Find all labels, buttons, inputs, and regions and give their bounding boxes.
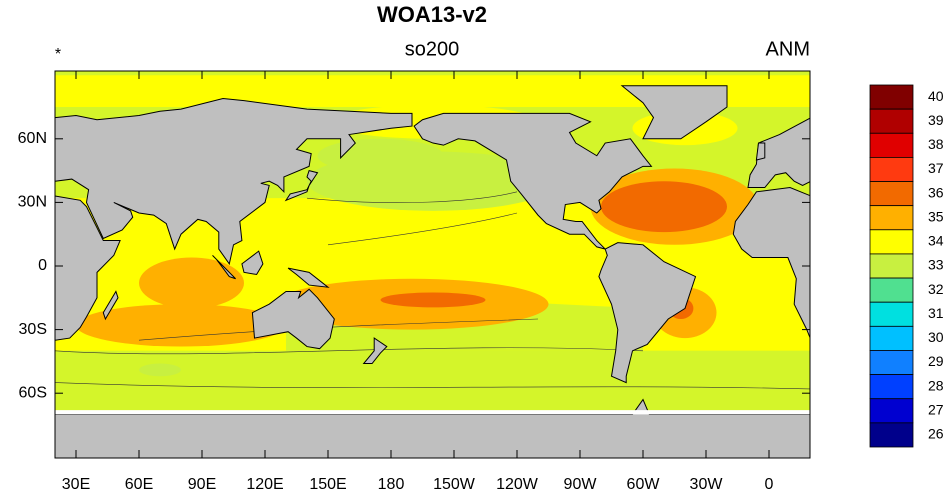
map-content <box>55 75 810 458</box>
axis-labels: 60N 30N 0 30S 60S 30E 60E 90E 120E 150E 180 150W 120… <box>18 71 810 492</box>
colorbar-label: 32 <box>928 281 944 297</box>
colorbar-box <box>869 277 914 303</box>
colorbar-box <box>869 205 914 231</box>
lat-label: 60N <box>18 130 47 147</box>
lat-label: 30S <box>19 321 47 338</box>
colorbar-label: 38 <box>928 136 944 152</box>
colorbar-box <box>869 156 914 182</box>
colorbar-box <box>869 374 914 400</box>
colorbar-box <box>869 181 914 207</box>
lon-label: 90E <box>188 476 216 492</box>
colorbar-label: 26 <box>928 426 944 442</box>
lon-label: 120W <box>496 476 539 492</box>
lon-label: 90W <box>564 476 598 492</box>
lon-label: 30W <box>690 476 724 492</box>
colorbar-label: 30 <box>928 329 944 345</box>
map-frame <box>54 70 811 459</box>
lon-label: 0 <box>765 476 774 492</box>
colorbar-box <box>869 132 914 158</box>
colorbar-label: 37 <box>928 160 944 176</box>
colorbar-label: 27 <box>928 402 944 418</box>
colorbar-box <box>869 350 914 376</box>
map-area <box>55 71 810 458</box>
lon-label: 120E <box>246 476 283 492</box>
lon-label: 30E <box>62 476 90 492</box>
lon-label: 60W <box>627 476 661 492</box>
colorbar-label: 34 <box>928 233 944 249</box>
lat-label: 60S <box>19 384 47 401</box>
center-string: so200 <box>405 38 460 60</box>
colorbar-box <box>869 301 914 327</box>
colorbar-label: 35 <box>928 208 944 224</box>
lat-label: 30N <box>18 194 47 211</box>
colorbar-label: 29 <box>928 353 944 369</box>
lon-label: 60E <box>125 476 153 492</box>
colorbar-label: 28 <box>928 377 944 393</box>
lon-label: 150E <box>309 476 346 492</box>
colorbar-label: 33 <box>928 257 944 273</box>
colorbar-box <box>869 398 914 424</box>
right-string: ANM <box>766 38 810 60</box>
colorbar-label: 40 <box>928 88 944 104</box>
colorbar-label: 36 <box>928 184 944 200</box>
colorbar-label: 39 <box>928 112 944 128</box>
colorbar-box <box>869 325 914 351</box>
colorbar-box <box>869 84 914 110</box>
colorbar-box <box>869 108 914 134</box>
colorbar-box <box>869 253 914 279</box>
colorbar-label: 31 <box>928 305 944 321</box>
lon-label: 180 <box>378 476 405 492</box>
title: WOA13-v2 <box>377 2 487 27</box>
colorbar-box <box>869 422 914 448</box>
left-string: * <box>55 46 61 63</box>
colorbar-box <box>869 229 914 255</box>
colorbar: 40 39 38 37 36 35 34 33 32 31 30 29 28 27 26 <box>869 84 944 448</box>
lon-label: 150W <box>433 476 476 492</box>
lat-label: 0 <box>38 257 47 274</box>
